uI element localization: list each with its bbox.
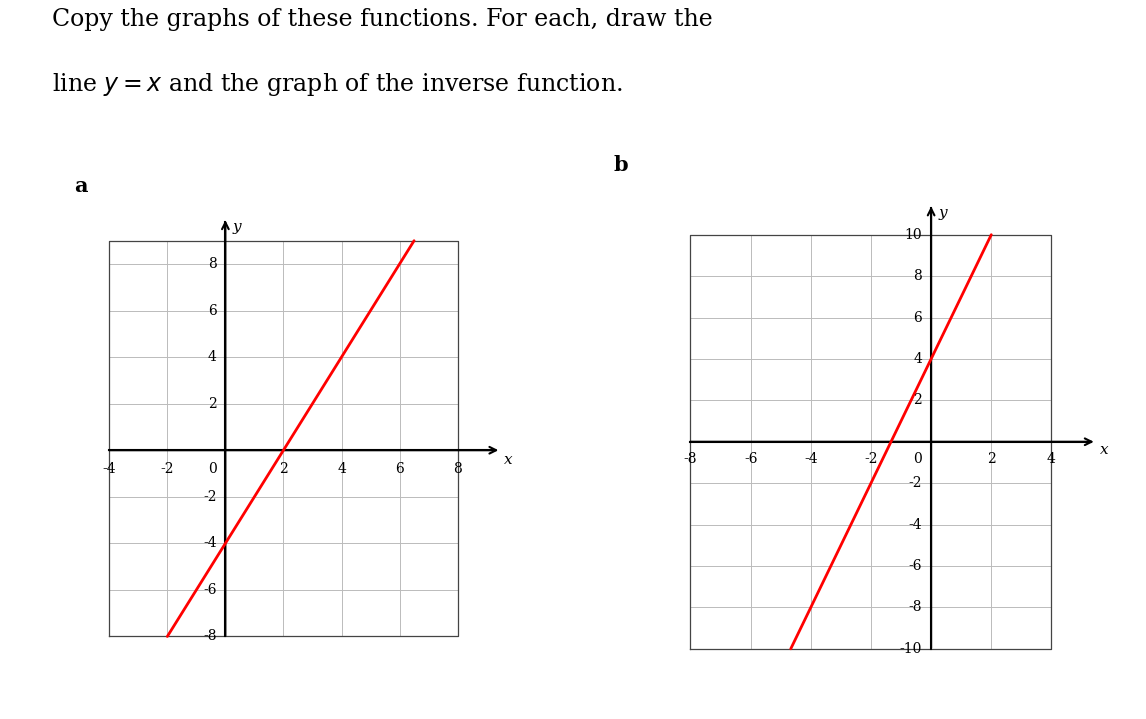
Text: -8: -8 bbox=[909, 600, 923, 615]
Text: y: y bbox=[233, 220, 242, 234]
Text: b: b bbox=[613, 155, 628, 175]
Text: -2: -2 bbox=[864, 452, 878, 466]
Text: 4: 4 bbox=[337, 462, 346, 476]
Text: x: x bbox=[504, 452, 512, 467]
Text: -4: -4 bbox=[804, 452, 817, 466]
Text: -4: -4 bbox=[203, 536, 217, 550]
Text: 6: 6 bbox=[913, 311, 923, 324]
Text: x: x bbox=[1100, 443, 1108, 457]
Text: 4: 4 bbox=[913, 352, 923, 366]
Text: Copy the graphs of these functions. For each, draw the: Copy the graphs of these functions. For … bbox=[52, 8, 713, 31]
Text: a: a bbox=[74, 176, 88, 196]
Text: 6: 6 bbox=[207, 303, 217, 318]
Text: -6: -6 bbox=[909, 559, 923, 573]
Text: 8: 8 bbox=[454, 462, 462, 476]
Text: 0: 0 bbox=[913, 452, 923, 466]
Text: -4: -4 bbox=[102, 462, 116, 476]
Text: -8: -8 bbox=[203, 630, 217, 644]
Text: 2: 2 bbox=[987, 452, 996, 466]
Text: -8: -8 bbox=[684, 452, 697, 466]
Text: -4: -4 bbox=[909, 518, 923, 531]
Text: -2: -2 bbox=[909, 476, 923, 490]
Text: 4: 4 bbox=[207, 350, 217, 364]
Text: 8: 8 bbox=[207, 257, 217, 271]
Text: 10: 10 bbox=[904, 228, 923, 242]
Text: 2: 2 bbox=[207, 397, 217, 411]
Text: 8: 8 bbox=[913, 269, 923, 283]
Text: 2: 2 bbox=[913, 393, 923, 408]
Text: 6: 6 bbox=[395, 462, 403, 476]
Text: 4: 4 bbox=[1047, 452, 1055, 466]
Text: -2: -2 bbox=[160, 462, 174, 476]
Text: -2: -2 bbox=[203, 490, 217, 504]
Text: -6: -6 bbox=[203, 583, 217, 597]
Text: 2: 2 bbox=[280, 462, 288, 476]
Text: -10: -10 bbox=[900, 642, 923, 656]
Text: line $y = x$ and the graph of the inverse function.: line $y = x$ and the graph of the invers… bbox=[52, 71, 622, 99]
Text: y: y bbox=[939, 206, 948, 220]
Text: 0: 0 bbox=[207, 462, 217, 476]
Text: -6: -6 bbox=[744, 452, 758, 466]
